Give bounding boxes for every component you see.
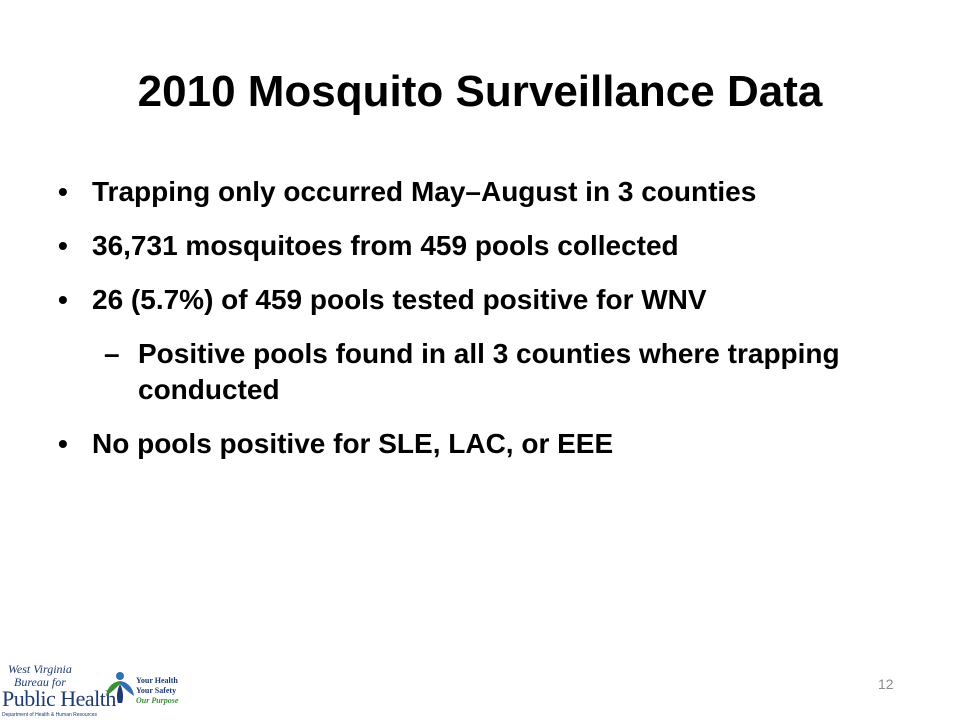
bullet-mark: • — [58, 176, 68, 207]
bullet-mark: • — [58, 230, 68, 261]
logo-line-department: Department of Health & Human Resources — [2, 712, 98, 718]
sub-bullet-mark: – — [104, 338, 120, 369]
logo-line-state: West Virginia — [8, 662, 72, 676]
bullet-text: 26 (5.7%) of 459 pools tested positive f… — [92, 284, 707, 315]
page-number: 12 — [878, 676, 894, 692]
bullet-text: No pools positive for SLE, LAC, or EEE — [92, 428, 614, 459]
logo-tagline-safety: Your Safety — [136, 686, 177, 695]
logo-tagline-health: Your Health — [136, 676, 178, 685]
slide-title: 2010 Mosquito Surveillance Data — [137, 67, 823, 116]
logo-tagline-purpose: Our Purpose — [136, 696, 179, 705]
logo-line-public-health: Public Health — [2, 686, 116, 711]
bullet-list: • Trapping only occurred May–August in 3… — [58, 174, 878, 480]
wv-public-health-logo: West Virginia Bureau for Public Health D… — [0, 656, 190, 720]
logo-line-bureau: Bureau for — [14, 675, 66, 689]
bullet-mark: • — [58, 428, 68, 459]
bullet-item: • 36,731 mosquitoes from 459 pools colle… — [58, 228, 878, 264]
sub-bullet-text: Positive pools found in all 3 counties w… — [138, 338, 840, 405]
leaf-figure-icon — [106, 672, 134, 703]
bullet-item: • Trapping only occurred May–August in 3… — [58, 174, 878, 210]
bullet-text: Trapping only occurred May–August in 3 c… — [92, 176, 757, 207]
bullet-item: • 26 (5.7%) of 459 pools tested positive… — [58, 282, 878, 318]
bullet-mark: • — [58, 284, 68, 315]
bullet-item: • No pools positive for SLE, LAC, or EEE — [58, 426, 878, 462]
sub-bullet-item: – Positive pools found in all 3 counties… — [58, 336, 878, 408]
bullet-text: 36,731 mosquitoes from 459 pools collect… — [92, 230, 679, 261]
